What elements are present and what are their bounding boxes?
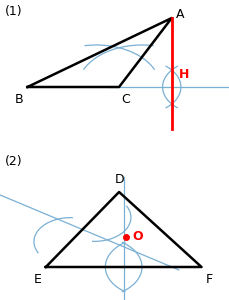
Text: (2): (2)	[5, 154, 22, 167]
Text: O: O	[133, 230, 143, 244]
Text: A: A	[176, 8, 185, 21]
Text: E: E	[33, 273, 41, 286]
Text: C: C	[121, 93, 130, 106]
Text: F: F	[206, 273, 213, 286]
Text: (1): (1)	[5, 4, 22, 17]
Text: B: B	[14, 93, 23, 106]
Text: D: D	[114, 173, 124, 186]
Text: H: H	[179, 68, 189, 81]
